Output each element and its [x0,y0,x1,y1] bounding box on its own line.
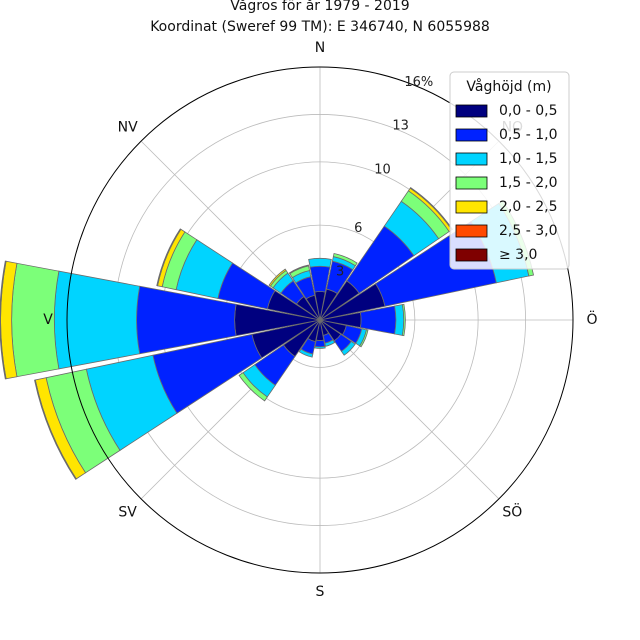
ring-label: 16% [404,75,433,90]
legend-items: 0,0 - 0,5 0,5 - 1,0 1,0 - 1,5 1,5 - 2,0 2,0 … [455,103,557,263]
direction-label-3: SÖ [502,502,522,520]
chart-subtitle: Koordinat (Sweref 99 TM): E 346740, N 60… [150,19,490,35]
legend-swatch [455,152,488,166]
direction-label-0: N [315,40,325,56]
rose-bar-nv-bin-4 [268,268,287,287]
direction-label-5: SV [118,504,137,520]
legend-swatch [455,224,488,238]
ring-label: 6 [354,221,362,236]
legend: Våghöjd (m) 0,0 - 0,5 0,5 - 1,0 1,0 - 1,5 1… [449,71,570,270]
direction-label-7: NV [118,120,138,136]
rose-bar-sö-bin-2 [340,340,356,356]
rose-bar-sv-bin-2 [298,348,314,358]
rose-bar-v-bin-5 [34,379,77,480]
ring-label: 10 [374,162,391,177]
ring-label: 3 [336,265,344,280]
legend-label: 2,5 - 3,0 [499,223,557,239]
rose-bar-s-bin-2 [324,339,336,347]
legend-swatch [455,248,488,262]
legend-box [449,71,570,270]
direction-label-4: S [316,584,325,600]
rose-bar-sö-bin-3 [359,329,369,348]
ring-label: 13 [392,119,409,134]
legend-label: 2,0 - 2,5 [499,199,557,215]
rose-bar-nv-bin-5 [156,228,182,287]
rose-bar-no-bin-3 [332,252,358,267]
legend-swatch [455,128,488,142]
legend-swatch [455,104,488,118]
legend-label: 0,0 - 0,5 [499,103,557,119]
legend-swatch [455,176,488,190]
legend-label: 0,5 - 1,0 [499,127,557,143]
legend-title: Våghöjd (m) [466,78,551,95]
rose-bar-n-bin-4 [288,264,310,275]
legend-label: 1,5 - 2,0 [499,175,557,191]
outer-circle [66,66,574,574]
legend-label: ≥ 3,0 [499,247,537,263]
rose-bar-ö-bin-3 [401,303,406,337]
rose-bar-ö-bin-2 [394,304,405,336]
polar-frame: NNOÖSÖSSVVNV36101316% [43,40,597,600]
rose-bar-s-bin-1 [314,339,326,348]
rose-bar-s-bin-2 [314,345,326,349]
direction-label-6: V [43,312,53,328]
rose-bar-v-bin-5 [0,260,7,380]
rose-bar-sv-bin-3 [238,372,268,402]
legend-label: 1,0 - 1,5 [499,151,557,167]
chart-title: Vågros för år 1979 - 2019 [230,0,409,14]
legend-swatch [455,200,488,214]
rose-bar-n-bin-2 [308,257,332,268]
direction-label-2: Ö [586,310,597,328]
